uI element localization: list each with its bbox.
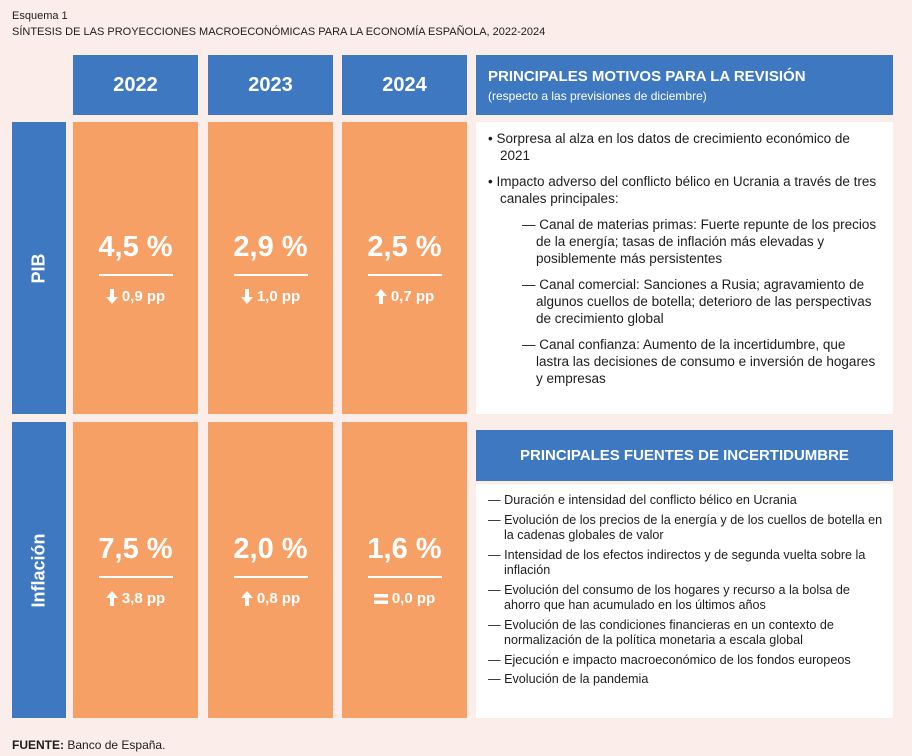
uncertainty-item: — Evolución de las condiciones financier…: [488, 617, 834, 648]
uncertainty-item: — Intensidad de los efectos indirectos y…: [488, 547, 866, 578]
arrow-down: [105, 289, 118, 304]
revision-subtitle: (respecto a las previsiones de diciembre…: [488, 89, 707, 103]
cell-value: 7,5 %: [98, 533, 173, 565]
row-label: PIB: [12, 122, 66, 414]
footer: FUENTE: Banco de España.: [12, 738, 165, 752]
uncertainty-item: — Duración e intensidad del conflicto bé…: [488, 493, 797, 507]
cell-value: 4,5 %: [98, 231, 173, 263]
cell-change: 0,9 pp: [121, 288, 166, 305]
row-label-text: PIB: [28, 252, 49, 284]
uncertainty-item: — Evolución de los precios de la energía…: [488, 512, 883, 543]
year-header: 2024: [342, 55, 467, 115]
cell-change: 0,7 pp: [390, 288, 435, 305]
cell: 7,5 % 3,8 pp: [73, 422, 198, 718]
uncertainty-panel: — Duración e intensidad del conflicto bé…: [476, 484, 893, 718]
cell-change: 0,0 pp: [391, 590, 436, 607]
uncertainty-item: — Evolución del consumo de los hogares y…: [488, 582, 850, 613]
cell: 4,5 % 0,9 pp: [73, 122, 198, 414]
cell-value: 1,6 %: [367, 533, 442, 565]
year-header: 2022: [73, 55, 198, 115]
arrow-up: [105, 591, 118, 606]
cell-value: 2,0 %: [233, 533, 308, 565]
scheme-label: Esquema 1: [12, 10, 68, 22]
cell: 1,6 % 0,0 pp: [342, 422, 467, 718]
revision-header: PRINCIPALES MOTIVOS PARA LA REVISIÓN (re…: [476, 55, 893, 115]
revision-subbullet: — Canal de materias primas: Fuerte repun…: [522, 217, 877, 266]
cell: 2,0 % 0,8 pp: [208, 422, 333, 718]
uncertainty-item: — Evolución de la pandemia: [488, 672, 649, 686]
revision-subbullet: — Canal comercial: Sanciones a Rusia; ag…: [522, 277, 872, 326]
row-label-text: Inflación: [28, 532, 49, 608]
uncertainty-item: — Ejecución e impacto macroeconómico de …: [488, 652, 851, 667]
footer-label: FUENTE:: [12, 738, 64, 752]
cell: 2,5 % 0,7 pp: [342, 122, 467, 414]
uncertainty-title: PRINCIPALES FUENTES DE INCERTIDUMBRE: [520, 447, 849, 464]
revision-subbullet: — Canal confianza: Aumento de la incerti…: [522, 337, 876, 386]
scheme-title: SÍNTESIS DE LAS PROYECCIONES MACROECONÓM…: [12, 26, 546, 38]
year-header: 2023: [208, 55, 333, 115]
cell-value: 2,5 %: [367, 231, 442, 263]
cell-change: 1,0 pp: [256, 288, 301, 305]
uncertainty-header: PRINCIPALES FUENTES DE INCERTIDUMBRE: [476, 430, 893, 481]
cell: 2,9 % 1,0 pp: [208, 122, 333, 414]
footer-text: Banco de España.: [67, 738, 166, 752]
equal-sign: [373, 593, 388, 604]
revision-bullet: • Sorpresa al alza en los datos de creci…: [488, 131, 850, 163]
revision-title: PRINCIPALES MOTIVOS PARA LA REVISIÓN: [488, 68, 806, 85]
cell-value: 2,9 %: [233, 231, 308, 263]
arrow-up: [374, 289, 387, 304]
revision-bullet: • Impacto adverso del conflicto bélico e…: [488, 174, 877, 206]
row-label: Inflación: [12, 422, 66, 718]
arrow-up: [240, 591, 253, 606]
cell-change: 0,8 pp: [256, 590, 301, 607]
arrow-down: [240, 289, 253, 304]
cell-change: 3,8 pp: [121, 590, 166, 607]
revision-panel: • Sorpresa al alza en los datos de creci…: [476, 122, 893, 414]
